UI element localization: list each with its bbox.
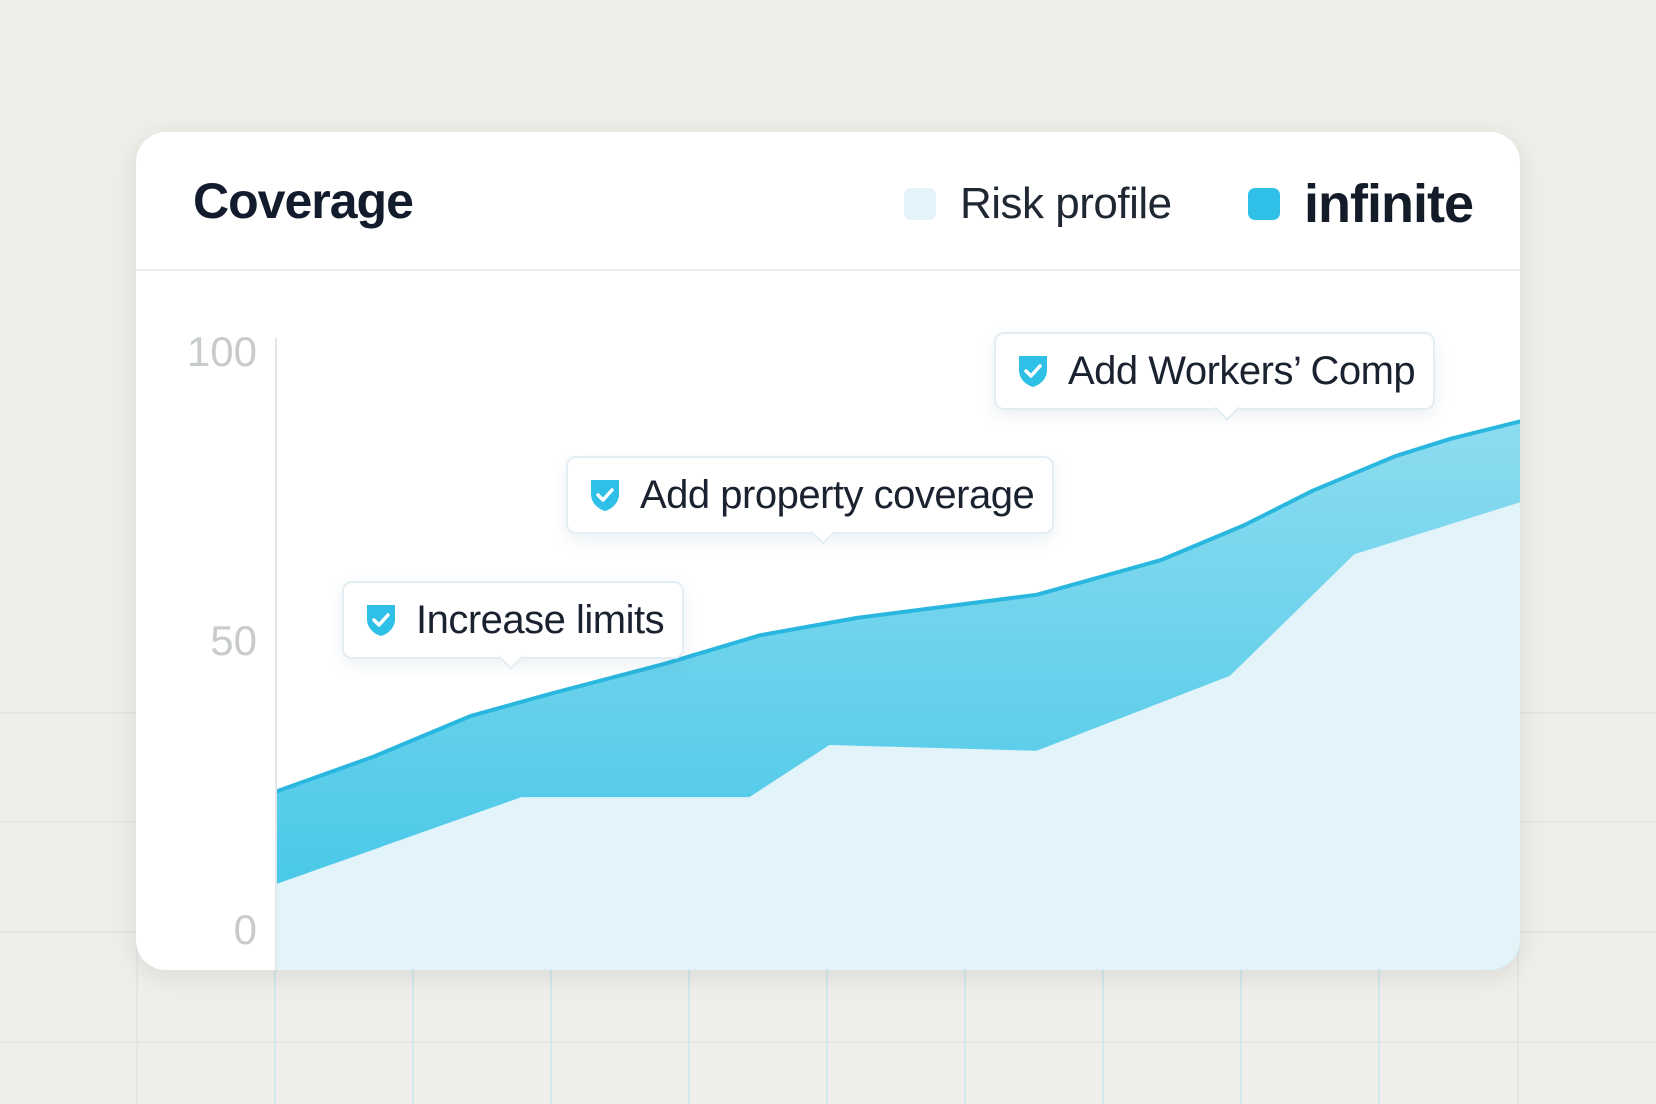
card-header: Coverage Risk profile infinite bbox=[136, 132, 1520, 271]
y-tick-label-50: 50 bbox=[210, 617, 257, 664]
coverage-card: 0 50 100 Coverage Risk profile infinite In… bbox=[136, 132, 1520, 970]
callout-add-property-coverage: Add property coverage bbox=[566, 456, 1055, 534]
callout-label: Add Workers’ Comp bbox=[1068, 348, 1416, 393]
legend-item-infinite: infinite bbox=[1248, 174, 1474, 234]
legend-label-risk-profile: Risk profile bbox=[960, 179, 1172, 228]
shield-check-icon bbox=[591, 480, 619, 511]
shield-check-icon bbox=[367, 605, 395, 636]
callout-label: Add property coverage bbox=[640, 472, 1035, 517]
callout-add-workers-comp: Add Workers’ Comp bbox=[994, 332, 1436, 410]
legend-swatch-infinite bbox=[1248, 188, 1280, 220]
coverage-chart: 0 50 100 bbox=[187, 328, 1520, 970]
shield-check-icon bbox=[1019, 356, 1047, 387]
y-tick-label-0: 0 bbox=[234, 906, 257, 953]
legend-swatch-risk-profile bbox=[904, 188, 936, 220]
card-title: Coverage bbox=[193, 173, 414, 229]
y-tick-label-100: 100 bbox=[187, 328, 257, 375]
series-line-infinite bbox=[275, 419, 1520, 794]
callout-label: Increase limits bbox=[416, 597, 665, 642]
legend-item-risk-profile: Risk profile bbox=[904, 176, 1172, 232]
callout-increase-limits: Increase limits bbox=[342, 581, 685, 659]
infinite-brand-logo: infinite bbox=[1304, 174, 1474, 234]
series-area-risk-profile bbox=[277, 502, 1520, 970]
